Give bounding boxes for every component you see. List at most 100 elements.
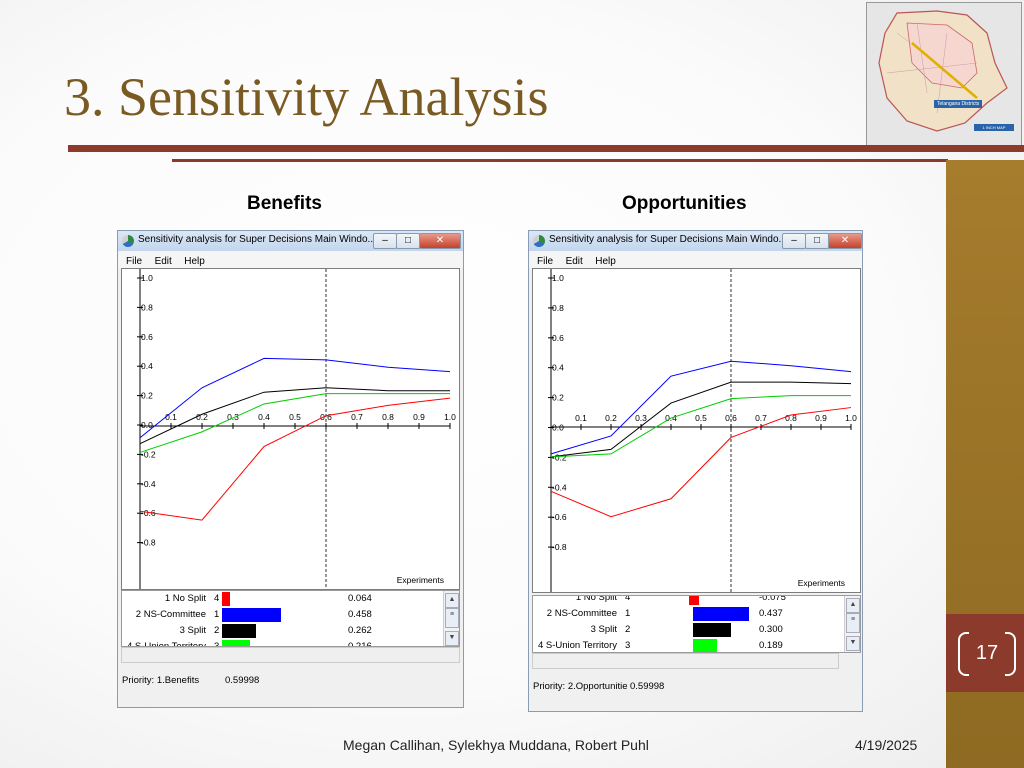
priority-value: 0.59998 <box>630 681 665 692</box>
legend-rank: 3 <box>625 640 631 651</box>
window-titlebar: Sensitivity analysis for Super Decisions… <box>118 231 463 251</box>
scroll-down-arrow-icon[interactable]: ▼ <box>445 631 459 646</box>
priority-value: 0.59998 <box>225 675 260 686</box>
legend-alternative-label: 3 Split <box>590 624 617 635</box>
y-tick-label: -0.8 <box>141 538 156 548</box>
x-tick-label: 0.1 <box>165 412 177 422</box>
legend-priority-value: 0.189 <box>759 640 783 651</box>
legend-priority-bar <box>222 640 250 646</box>
legend-rank: 4 <box>625 595 631 603</box>
legend-rank: 2 <box>625 624 631 635</box>
sensitivity-chart: 1.0 0.8 0.6 0.4 0.2 0.0 -0.2 -0.4 -0.6 -0.8 0.1 0.2… <box>548 269 857 592</box>
slide-title: 3. Sensitivity Analysis <box>64 67 549 127</box>
legend-alternative-label: 4 S-Union Territory <box>537 640 617 651</box>
scroll-thumb[interactable]: ≡ <box>445 608 459 628</box>
y-tick-label: 0.6 <box>552 333 564 343</box>
legend-alternative-label: 2 NS-Committee <box>135 609 206 620</box>
x-tick-label: 0.7 <box>755 413 767 423</box>
scroll-up-arrow-icon[interactable]: ▲ <box>445 593 459 608</box>
y-tick-label: 0.4 <box>141 361 153 371</box>
close-button[interactable]: ✕ <box>828 233 862 249</box>
legend-priority-value: 0.458 <box>348 609 372 620</box>
legend-rank: 1 <box>625 608 631 619</box>
app-icon <box>533 235 545 247</box>
x-tick-label: 1.0 <box>845 413 857 423</box>
legend-alternative-label: 1 No Split <box>575 595 617 603</box>
x-tick-label: 0.1 <box>575 413 587 423</box>
legend-priority-value: 0.437 <box>759 608 783 619</box>
menu-edit[interactable]: Edit <box>565 256 583 267</box>
legend-row[interactable]: 4 S-Union Territory 3 0.216 <box>122 639 459 647</box>
alternatives-legend: 1 No Split 4 -0.075 2 NS-Committee 1 0.437 3 S… <box>532 595 861 653</box>
y-tick-label: 0.2 <box>141 391 153 401</box>
y-tick-label: 0.4 <box>552 363 564 373</box>
close-button[interactable]: ✕ <box>419 233 461 249</box>
sensitivity-plot: 1.0 0.8 0.6 0.4 0.2 0.0 -0.2 -0.4 -0.6 -0.8 0.1 0.2… <box>532 268 861 593</box>
legend-priority-value: 0.262 <box>348 625 372 636</box>
x-tick-label: 0.5 <box>695 413 707 423</box>
x-tick-label: 0.3 <box>635 413 647 423</box>
horizontal-scrollbar[interactable] <box>532 653 839 669</box>
x-tick-label: 0.8 <box>382 412 394 422</box>
menu-bar: File Edit Help <box>529 251 862 268</box>
legend-priority-bar <box>689 596 699 605</box>
y-tick-label: -0.2 <box>552 452 567 462</box>
legend-row[interactable]: 4 S-Union Territory 3 0.189 <box>533 638 860 652</box>
x-tick-label: 0.8 <box>785 413 797 423</box>
y-tick-label: -0.4 <box>141 479 156 489</box>
y-tick-label: -0.6 <box>141 508 156 518</box>
series-line-1 <box>550 360 852 455</box>
priority-label: Priority: 2.Opportunitie <box>533 681 628 692</box>
legend-alternative-label: 3 Split <box>179 625 206 636</box>
menu-file[interactable]: File <box>537 256 554 267</box>
x-tick-label: 0.3 <box>227 412 239 422</box>
x-tick-label: 0.7 <box>351 412 363 422</box>
menu-file[interactable]: File <box>126 256 143 267</box>
x-tick-label: 0.9 <box>413 412 425 422</box>
priority-status-bar: Priority: 1.Benefits 0.59998 <box>121 674 458 688</box>
legend-row[interactable]: 1 No Split 4 -0.075 <box>533 595 860 606</box>
menu-edit[interactable]: Edit <box>154 256 172 267</box>
legend-row[interactable]: 2 NS-Committee 1 0.437 <box>533 606 860 622</box>
y-tick-label: 0.8 <box>552 303 564 313</box>
priority-status-bar: Priority: 2.Opportunitie 0.59998 <box>532 680 859 694</box>
scroll-down-arrow-icon[interactable]: ▼ <box>846 636 860 651</box>
minimize-button[interactable]: – <box>782 233 806 249</box>
horizontal-scrollbar[interactable] <box>121 647 460 663</box>
legend-rank: 4 <box>214 593 220 604</box>
scroll-thumb[interactable]: ≡ <box>846 613 860 633</box>
maximize-button[interactable]: □ <box>805 233 829 249</box>
legend-scrollbar[interactable]: ▲ ≡ ▼ <box>844 596 860 652</box>
minimize-button[interactable]: – <box>373 233 397 249</box>
map-legend-label: Telangana Districts <box>934 100 983 108</box>
scroll-up-arrow-icon[interactable]: ▲ <box>846 598 860 613</box>
sensitivity-plot: 1.0 0.8 0.6 0.4 0.2 0.0 -0.2 -0.4 -0.6 -0.8 0.1 0.2… <box>121 268 460 590</box>
alternatives-legend: 1 No Split 4 0.064 2 NS-Committee 1 0.458 3 Sp… <box>121 590 460 647</box>
title-rule-thick <box>68 145 1024 152</box>
legend-priority-value: 0.064 <box>348 593 372 604</box>
app-icon <box>122 235 134 247</box>
y-tick-label: 0.0 <box>141 420 153 430</box>
legend-priority-bar <box>693 639 718 652</box>
y-tick-label: 0.8 <box>141 302 153 312</box>
series-line-2 <box>550 381 852 458</box>
legend-priority-bar <box>693 623 732 637</box>
x-tick-label: 0.9 <box>815 413 827 423</box>
menu-help[interactable]: Help <box>595 256 616 267</box>
x-axis-label: Experiments <box>397 575 444 585</box>
footer-date: 4/19/2025 <box>855 737 918 753</box>
x-tick-label: 0.5 <box>289 412 301 422</box>
menu-help[interactable]: Help <box>184 256 205 267</box>
y-tick-label: -0.4 <box>552 482 567 492</box>
legend-row[interactable]: 2 NS-Committee 1 0.458 <box>122 607 459 623</box>
legend-row[interactable]: 1 No Split 4 0.064 <box>122 591 459 607</box>
legend-scrollbar[interactable]: ▲ ≡ ▼ <box>443 591 459 646</box>
legend-row[interactable]: 3 Split 2 0.300 <box>533 622 860 638</box>
benefits-sensitivity-window: Sensitivity analysis for Super Decisions… <box>117 230 464 708</box>
legend-alternative-label: 4 S-Union Territory <box>126 641 206 647</box>
x-tick-label: 0.6 <box>725 413 737 423</box>
legend-row[interactable]: 3 Split 2 0.262 <box>122 623 459 639</box>
window-titlebar: Sensitivity analysis for Super Decisions… <box>529 231 862 251</box>
maximize-button[interactable]: □ <box>396 233 420 249</box>
x-tick-label: 1.0 <box>444 412 456 422</box>
